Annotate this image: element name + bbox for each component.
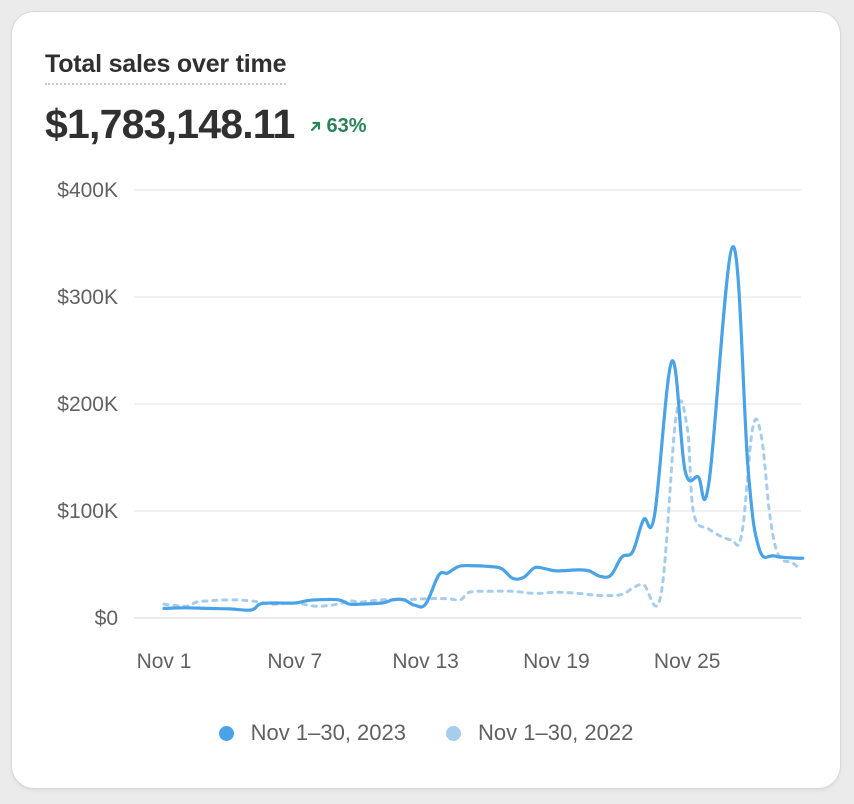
- arrow-up-right-icon: [310, 121, 320, 131]
- change-badge: 63%: [309, 115, 367, 138]
- headline: $1,783,148.11 63%: [45, 100, 367, 148]
- legend-swatch-current: [218, 725, 234, 741]
- chart-legend: Nov 1–30, 2023 Nov 1–30, 2022: [12, 720, 840, 746]
- legend-label-previous: Nov 1–30, 2022: [478, 720, 634, 745]
- total-sales-value: $1,783,148.11: [45, 101, 295, 147]
- legend-label-current: Nov 1–30, 2023: [250, 720, 406, 745]
- legend-item-current[interactable]: Nov 1–30, 2023: [218, 720, 406, 746]
- y-tick-label: $0: [95, 607, 118, 630]
- y-tick-label: $200K: [57, 393, 118, 416]
- y-tick-label: $100K: [57, 500, 118, 523]
- grid-lines: [134, 189, 801, 619]
- card-title[interactable]: Total sales over time: [45, 49, 286, 85]
- sales-line-chart: $0$100K$200K$300K$400K Nov 1 Nov 7 Nov 13 N…: [57, 179, 805, 673]
- x-tick-label: Nov 13: [392, 650, 459, 673]
- y-tick-label: $400K: [57, 179, 118, 202]
- x-axis-ticks: Nov 1 Nov 7 Nov 13 Nov 19 Nov 25: [137, 650, 721, 673]
- series-line-2022[interactable]: [162, 399, 803, 608]
- y-tick-label: $300K: [57, 286, 118, 309]
- legend-swatch-previous: [446, 725, 461, 741]
- legend-item-previous[interactable]: Nov 1–30, 2022: [446, 720, 633, 746]
- series-lines: [162, 245, 805, 612]
- change-percent: 63%: [326, 114, 367, 137]
- x-tick-label: Nov 7: [267, 650, 322, 673]
- x-tick-label: Nov 1: [137, 650, 192, 673]
- x-tick-label: Nov 19: [523, 650, 590, 673]
- sales-card: Total sales over time $1,783,148.11 63% …: [12, 12, 840, 788]
- x-tick-label: Nov 25: [654, 650, 721, 673]
- y-axis-ticks: $0 $100K $200K $300K $400K: [57, 179, 118, 630]
- series-line-2023[interactable]: [162, 245, 805, 612]
